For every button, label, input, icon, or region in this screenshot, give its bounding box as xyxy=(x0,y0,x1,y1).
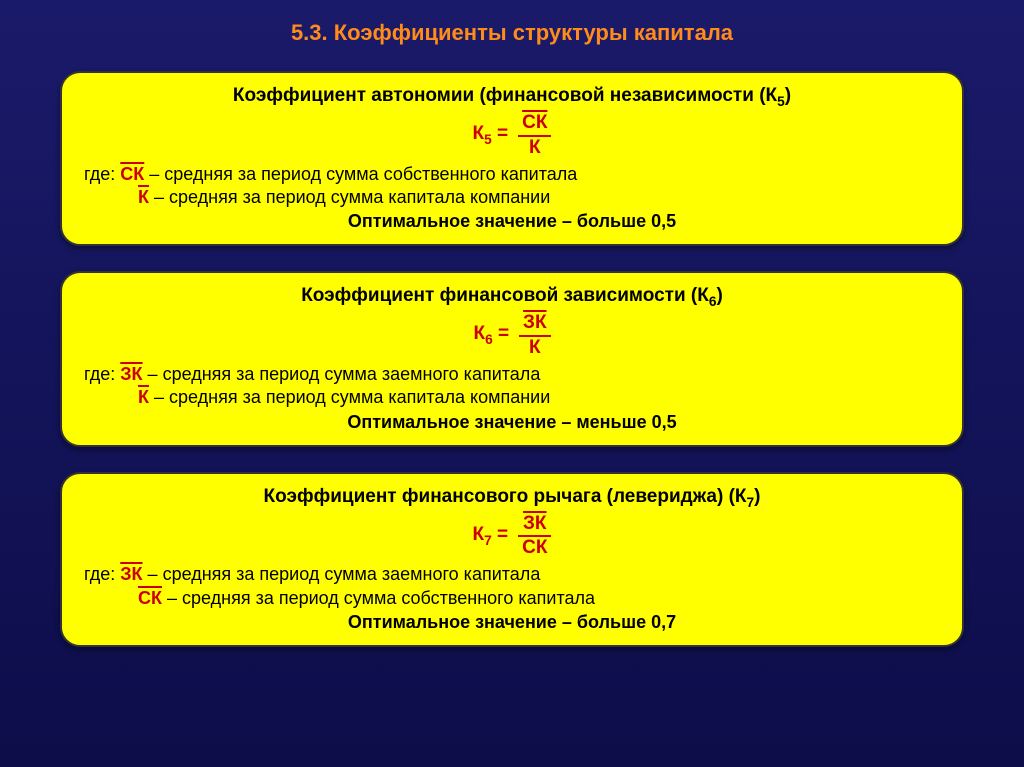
optimal-value: Оптимальное значение – больше 0,7 xyxy=(84,612,940,633)
definitions: где: ЗК – средняя за период сумма заемно… xyxy=(84,363,940,410)
formula-card: Коэффициент финансовой зависимости (К6) … xyxy=(60,271,964,446)
card-heading: Коэффициент автономии (финансовой незави… xyxy=(84,85,940,109)
definition-line: где: ЗК – средняя за период сумма заемно… xyxy=(84,363,940,386)
definitions: где: СК – средняя за период сумма собств… xyxy=(84,163,940,210)
optimal-value: Оптимальное значение – больше 0,5 xyxy=(84,211,940,232)
definition-line: К – средняя за период сумма капитала ком… xyxy=(84,386,940,409)
definitions: где: ЗК – средняя за период сумма заемно… xyxy=(84,563,940,610)
formula-card: Коэффициент финансового рычага (леверидж… xyxy=(60,472,964,647)
card-heading: Коэффициент финансовой зависимости (К6) xyxy=(84,285,940,309)
formula: К5 = СК К xyxy=(84,113,940,159)
card-heading: Коэффициент финансового рычага (леверидж… xyxy=(84,486,940,510)
definition-line: где: ЗК – средняя за период сумма заемно… xyxy=(84,563,940,586)
definition-line: СК – средняя за период сумма собственног… xyxy=(84,587,940,610)
cards-container: Коэффициент автономии (финансовой незави… xyxy=(60,71,964,647)
definition-line: К – средняя за период сумма капитала ком… xyxy=(84,186,940,209)
formula: К7 = ЗК СК xyxy=(84,514,940,560)
page-title: 5.3. Коэффициенты структуры капитала xyxy=(60,20,964,46)
optimal-value: Оптимальное значение – меньше 0,5 xyxy=(84,412,940,433)
formula-card: Коэффициент автономии (финансовой незави… xyxy=(60,71,964,246)
definition-line: где: СК – средняя за период сумма собств… xyxy=(84,163,940,186)
formula: К6 = ЗК К xyxy=(84,313,940,359)
